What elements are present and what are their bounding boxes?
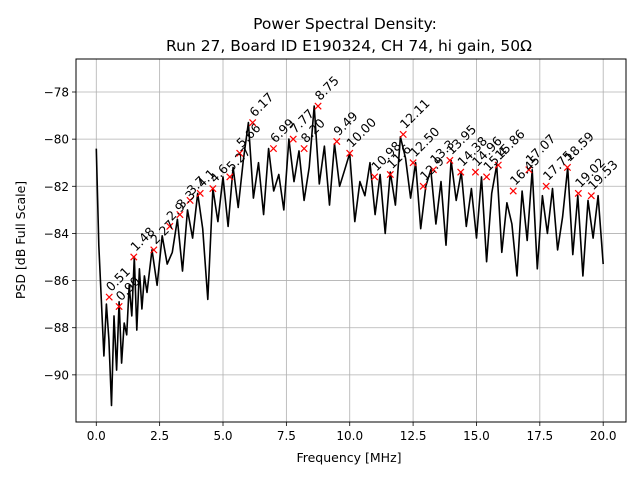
peak-marker xyxy=(249,119,257,127)
peak-marker xyxy=(166,222,174,230)
x-tick-label: 17.5 xyxy=(526,429,553,443)
peak-marker xyxy=(346,149,354,157)
peak-marker xyxy=(130,253,138,261)
peak-marker xyxy=(196,189,204,197)
peak-marker xyxy=(236,149,244,157)
chart-title-line1: Power Spectral Density: xyxy=(253,15,437,33)
x-tick-label: 15.0 xyxy=(463,429,490,443)
y-axis-ticks: −78 −80 −82 −84 −86 −88 −90 xyxy=(44,86,76,382)
axes-frame xyxy=(75,58,627,423)
peak-marker xyxy=(386,170,394,179)
peak-marker xyxy=(542,182,550,190)
x-tick-label: 7.5 xyxy=(277,429,296,443)
x-tick-label: 10.0 xyxy=(336,429,363,443)
peak-marker xyxy=(269,144,278,153)
peak-marker xyxy=(494,161,502,169)
x-tick-label: 12.5 xyxy=(400,429,427,443)
peak-marker xyxy=(370,173,379,181)
y-tick-label: −88 xyxy=(44,321,69,335)
peak-marker xyxy=(105,293,113,301)
peak-marker xyxy=(115,302,123,311)
peak-marker xyxy=(314,102,322,110)
peak-marker xyxy=(333,137,341,146)
y-tick-label: −80 xyxy=(44,133,69,147)
y-tick-label: −82 xyxy=(44,180,69,194)
peak-marker xyxy=(429,166,437,174)
peak-marker xyxy=(150,246,158,254)
peak-marker xyxy=(409,159,417,167)
peak-marker xyxy=(587,192,595,200)
psd-series-line xyxy=(95,105,604,407)
peak-marker xyxy=(446,156,454,164)
peak-marker xyxy=(563,163,572,172)
grid xyxy=(76,59,626,422)
peak-marker xyxy=(226,173,234,181)
y-axis-label: PSD [dB Full Scale] xyxy=(13,181,28,299)
peak-marker xyxy=(209,185,217,193)
chart-title-line2: Run 27, Board ID E190324, CH 74, hi gain… xyxy=(166,37,532,55)
peak-marker xyxy=(482,173,491,181)
y-tick-label: −90 xyxy=(44,368,69,382)
x-axis-ticks: 0.0 2.5 5.0 7.5 10.0 12.5 15.0 17.5 20.0 xyxy=(87,422,617,443)
peak-marker xyxy=(525,166,533,174)
peak-marker xyxy=(289,135,297,143)
x-axis-label: Frequency [MHz] xyxy=(296,450,401,465)
peak-marker xyxy=(186,196,194,205)
peak-marker xyxy=(300,144,308,153)
y-tick-label: −86 xyxy=(44,274,69,288)
x-tick-label: 20.0 xyxy=(590,429,617,443)
y-tick-label: −84 xyxy=(44,227,69,241)
peak-marker xyxy=(419,182,427,190)
peak-marker xyxy=(574,189,582,197)
peak-marker xyxy=(509,187,517,195)
y-tick-label: −78 xyxy=(44,86,69,100)
peak-markers xyxy=(105,102,595,311)
peak-marker xyxy=(457,168,465,176)
peak-marker xyxy=(176,210,184,219)
peak-marker xyxy=(471,168,480,176)
x-tick-label: 2.5 xyxy=(150,429,169,443)
peak-marker xyxy=(399,130,407,139)
plot-area xyxy=(95,105,604,407)
x-tick-label: 0.0 xyxy=(87,429,106,443)
x-tick-label: 5.0 xyxy=(213,429,232,443)
